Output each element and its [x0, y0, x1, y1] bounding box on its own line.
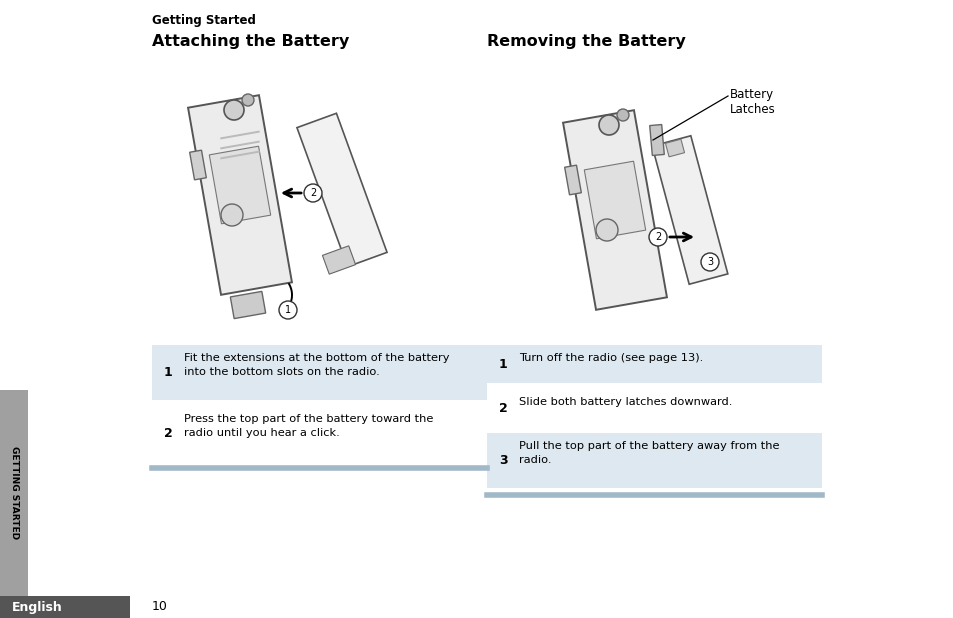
Circle shape [278, 301, 296, 319]
Circle shape [221, 204, 243, 226]
FancyBboxPatch shape [152, 345, 486, 400]
Text: 2: 2 [310, 188, 315, 198]
Circle shape [648, 228, 666, 246]
Polygon shape [564, 165, 580, 195]
Text: English: English [12, 601, 63, 614]
Text: 1: 1 [498, 357, 507, 371]
Text: Removing the Battery: Removing the Battery [486, 34, 685, 49]
Text: 3: 3 [498, 454, 507, 467]
Text: 2: 2 [498, 402, 507, 415]
Text: 3: 3 [706, 257, 712, 267]
Polygon shape [188, 95, 292, 295]
Text: 2: 2 [164, 427, 172, 440]
Text: GETTING STARTED: GETTING STARTED [10, 446, 18, 540]
Polygon shape [230, 292, 265, 319]
Text: Slide both battery latches downward.: Slide both battery latches downward. [518, 397, 732, 407]
Polygon shape [220, 140, 259, 150]
Text: Press the top part of the battery toward the
radio until you hear a click.: Press the top part of the battery toward… [184, 414, 433, 438]
Text: 1: 1 [285, 305, 291, 315]
Text: Getting Started: Getting Started [152, 14, 255, 27]
Text: Turn off the radio (see page 13).: Turn off the radio (see page 13). [518, 353, 702, 363]
Polygon shape [665, 139, 684, 157]
Circle shape [617, 109, 628, 121]
FancyBboxPatch shape [152, 406, 486, 461]
Text: Battery
Latches: Battery Latches [729, 88, 775, 116]
Text: Attaching the Battery: Attaching the Battery [152, 34, 349, 49]
Polygon shape [562, 110, 666, 310]
Polygon shape [583, 161, 645, 239]
Text: 2: 2 [654, 232, 660, 242]
Circle shape [700, 253, 719, 271]
Circle shape [596, 219, 618, 241]
Polygon shape [652, 136, 727, 284]
FancyBboxPatch shape [486, 389, 821, 427]
Polygon shape [296, 113, 387, 267]
Polygon shape [209, 146, 271, 224]
Text: 1: 1 [164, 366, 172, 379]
FancyBboxPatch shape [486, 345, 821, 383]
Polygon shape [649, 125, 663, 156]
Text: Fit the extensions at the bottom of the battery
into the bottom slots on the rad: Fit the extensions at the bottom of the … [184, 353, 449, 377]
Polygon shape [190, 150, 206, 180]
FancyBboxPatch shape [0, 390, 28, 596]
Circle shape [304, 184, 322, 202]
Circle shape [598, 115, 618, 135]
FancyBboxPatch shape [486, 433, 821, 488]
Polygon shape [220, 151, 259, 159]
Circle shape [224, 100, 244, 120]
Polygon shape [322, 246, 355, 274]
Text: 10: 10 [152, 601, 168, 614]
Circle shape [242, 94, 253, 106]
Polygon shape [220, 130, 259, 140]
FancyBboxPatch shape [0, 596, 130, 618]
Text: Pull the top part of the battery away from the
radio.: Pull the top part of the battery away fr… [518, 441, 779, 465]
